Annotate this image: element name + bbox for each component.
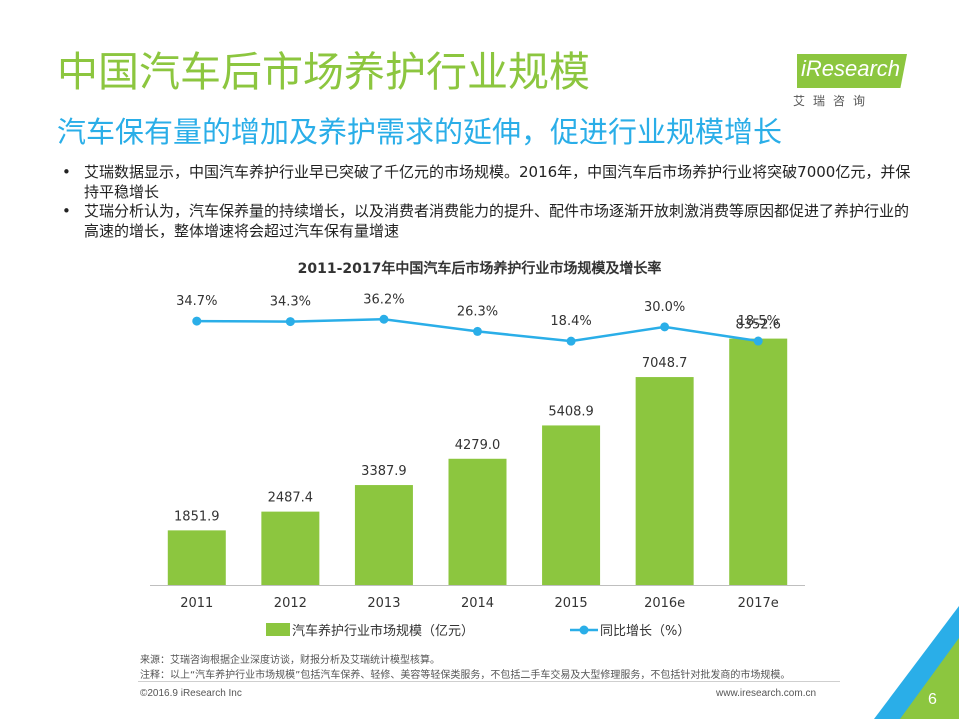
growth-point-2016e — [660, 322, 670, 332]
page-number: 6 — [928, 691, 937, 708]
legend-bar-label: 汽车养护行业市场规模（亿元） — [292, 623, 474, 639]
bar-label-2017e: 8352.6 — [735, 318, 781, 333]
bar-label-2012: 2487.4 — [268, 491, 314, 506]
growth-label-2013: 36.2% — [363, 292, 404, 307]
x-tick-label-2012: 2012 — [274, 596, 307, 611]
growth-label-2017e: 18.5% — [738, 314, 779, 329]
x-tick-label-2015: 2015 — [555, 596, 588, 611]
chart-title: 2011-2017年中国汽车后市场养护行业市场规模及增长率 — [297, 261, 662, 277]
source-note: 来源：艾瑞咨询根据企业深度访谈，财报分析及艾瑞统计模型核算。 注释：以上“汽车养… — [140, 653, 790, 683]
growth-value-labels: 34.7% 34.3% 36.2% 26.3% 18.4% 30.0% 18.5% — [176, 292, 779, 329]
bar-value-labels: 1851.9 2487.4 3387.9 4279.0 5408.9 7048.7 8352… — [174, 318, 781, 525]
growth-label-2012: 34.3% — [270, 295, 311, 310]
legend-line-label: 同比增长（%） — [600, 624, 690, 639]
page-title: 中国汽车后市场养护行业规模 — [57, 48, 590, 96]
bullet-list: 艾瑞数据显示，中国汽车养护行业早已突破了千亿元的市场规模。2016年，中国汽车后… — [62, 163, 922, 241]
bar-label-2011: 1851.9 — [174, 509, 220, 524]
growth-label-2015: 18.4% — [550, 314, 591, 329]
bar-series — [167, 338, 788, 585]
bar-label-2016e: 7048.7 — [642, 356, 688, 371]
growth-point-2011 — [192, 316, 202, 326]
x-tick-label-2011: 2011 — [180, 596, 213, 611]
x-axis: 2011 2012 2013 2014 2015 2016e 2017e — [150, 585, 805, 611]
footer-divider — [138, 681, 840, 682]
bar-label-2014: 4279.0 — [455, 438, 501, 453]
bar-2015 — [542, 425, 601, 585]
legend-bar-swatch — [266, 623, 290, 636]
growth-point-2014 — [473, 326, 482, 336]
growth-label-2016e: 30.0% — [644, 300, 685, 315]
source-text: 来源：艾瑞咨询根据企业深度访谈，财报分析及艾瑞统计模型核算。 — [140, 655, 440, 666]
growth-line-series — [192, 314, 763, 346]
growth-point-2015 — [566, 336, 576, 346]
bar-2016e — [635, 377, 694, 585]
x-tick-label-2013: 2013 — [367, 596, 400, 611]
bar-label-2015: 5408.9 — [548, 404, 594, 419]
growth-label-2014: 26.3% — [457, 304, 498, 319]
bar-2017e — [729, 338, 788, 585]
bullet-item: 艾瑞数据显示，中国汽车养护行业早已突破了千亿元的市场规模。2016年，中国汽车后… — [62, 163, 922, 202]
bar-label-2013: 3387.9 — [361, 464, 407, 479]
growth-point-2013 — [379, 314, 389, 324]
growth-label-2011: 34.7% — [176, 294, 217, 309]
bar-2012 — [261, 511, 320, 585]
logo-text: iResearch — [801, 56, 901, 81]
copyright: ©2016.9 iResearch Inc — [140, 688, 242, 699]
x-tick-label-2017e: 2017e — [738, 596, 779, 611]
legend-line-marker — [579, 625, 589, 635]
bar-2014 — [448, 458, 507, 585]
bar-2013 — [354, 485, 413, 585]
growth-point-2017e — [753, 336, 763, 346]
bullet-item: 艾瑞分析认为，汽车保养量的持续增长，以及消费者消费能力的提升、配件市场逐渐开放刺… — [62, 202, 922, 241]
bar-2011 — [167, 530, 226, 585]
logo-tag-shape — [797, 54, 907, 88]
legend: 汽车养护行业市场规模（亿元） 同比增长（%） — [266, 623, 690, 639]
growth-point-2012 — [285, 317, 295, 327]
x-tick-label-2016e: 2016e — [644, 596, 685, 611]
x-tick-label-2014: 2014 — [461, 596, 494, 611]
logo-cn-text: 艾瑞咨询 — [793, 94, 874, 108]
note-text: 注释：以上“汽车养护行业市场规模”包括汽车保养、轻修、美容等轻保类服务，不包括二… — [140, 670, 791, 681]
website-url: www.iresearch.com.cn — [716, 688, 817, 699]
page-subtitle: 汽车保有量的增加及养护需求的延伸，促进行业规模增长 — [57, 115, 783, 149]
